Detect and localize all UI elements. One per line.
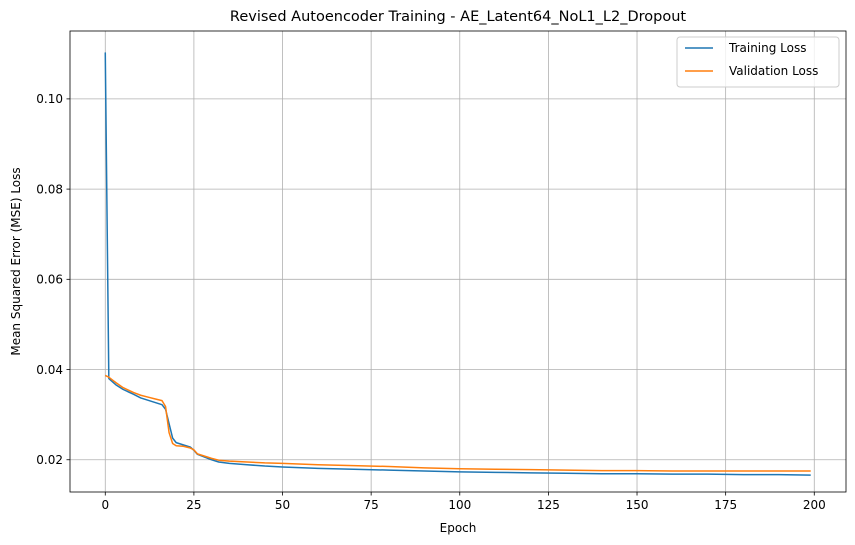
x-tick-label: 200 [803, 498, 826, 512]
series-line-validation-loss [104, 374, 811, 472]
y-tick-label: 0.10 [36, 92, 63, 106]
series-lines [104, 52, 811, 476]
x-tick-label: 50 [275, 498, 290, 512]
legend: Training Loss Validation Loss [676, 36, 840, 88]
x-tick-label: 25 [186, 498, 201, 512]
x-tick-label: 125 [537, 498, 560, 512]
legend-box [676, 36, 840, 88]
x-tick-label: 175 [714, 498, 737, 512]
y-tick-label: 0.04 [36, 363, 63, 377]
legend-label-training-loss: Training Loss [728, 41, 806, 55]
y-axis-label: Mean Squared Error (MSE) Loss [9, 167, 23, 355]
x-tick-label: 150 [626, 498, 649, 512]
x-tick-label: 75 [364, 498, 379, 512]
x-tick-label: 100 [448, 498, 471, 512]
plot-area-frame [69, 30, 847, 493]
legend-label-validation-loss: Validation Loss [729, 64, 818, 78]
series-line-training-loss [104, 52, 811, 476]
x-tick-label: 0 [101, 498, 109, 512]
grid-lines [70, 31, 846, 492]
chart-title: Revised Autoencoder Training - AE_Latent… [230, 9, 686, 25]
y-tick-label: 0.06 [36, 273, 63, 287]
y-tick-label: 0.02 [36, 453, 63, 467]
y-axis-ticks: 0.02 0.04 0.06 0.08 0.10 [36, 92, 70, 467]
x-axis-ticks: 0 25 50 75 100 125 150 175 200 [101, 492, 826, 512]
x-axis-label: Epoch [440, 521, 477, 535]
y-tick-label: 0.08 [36, 182, 63, 196]
